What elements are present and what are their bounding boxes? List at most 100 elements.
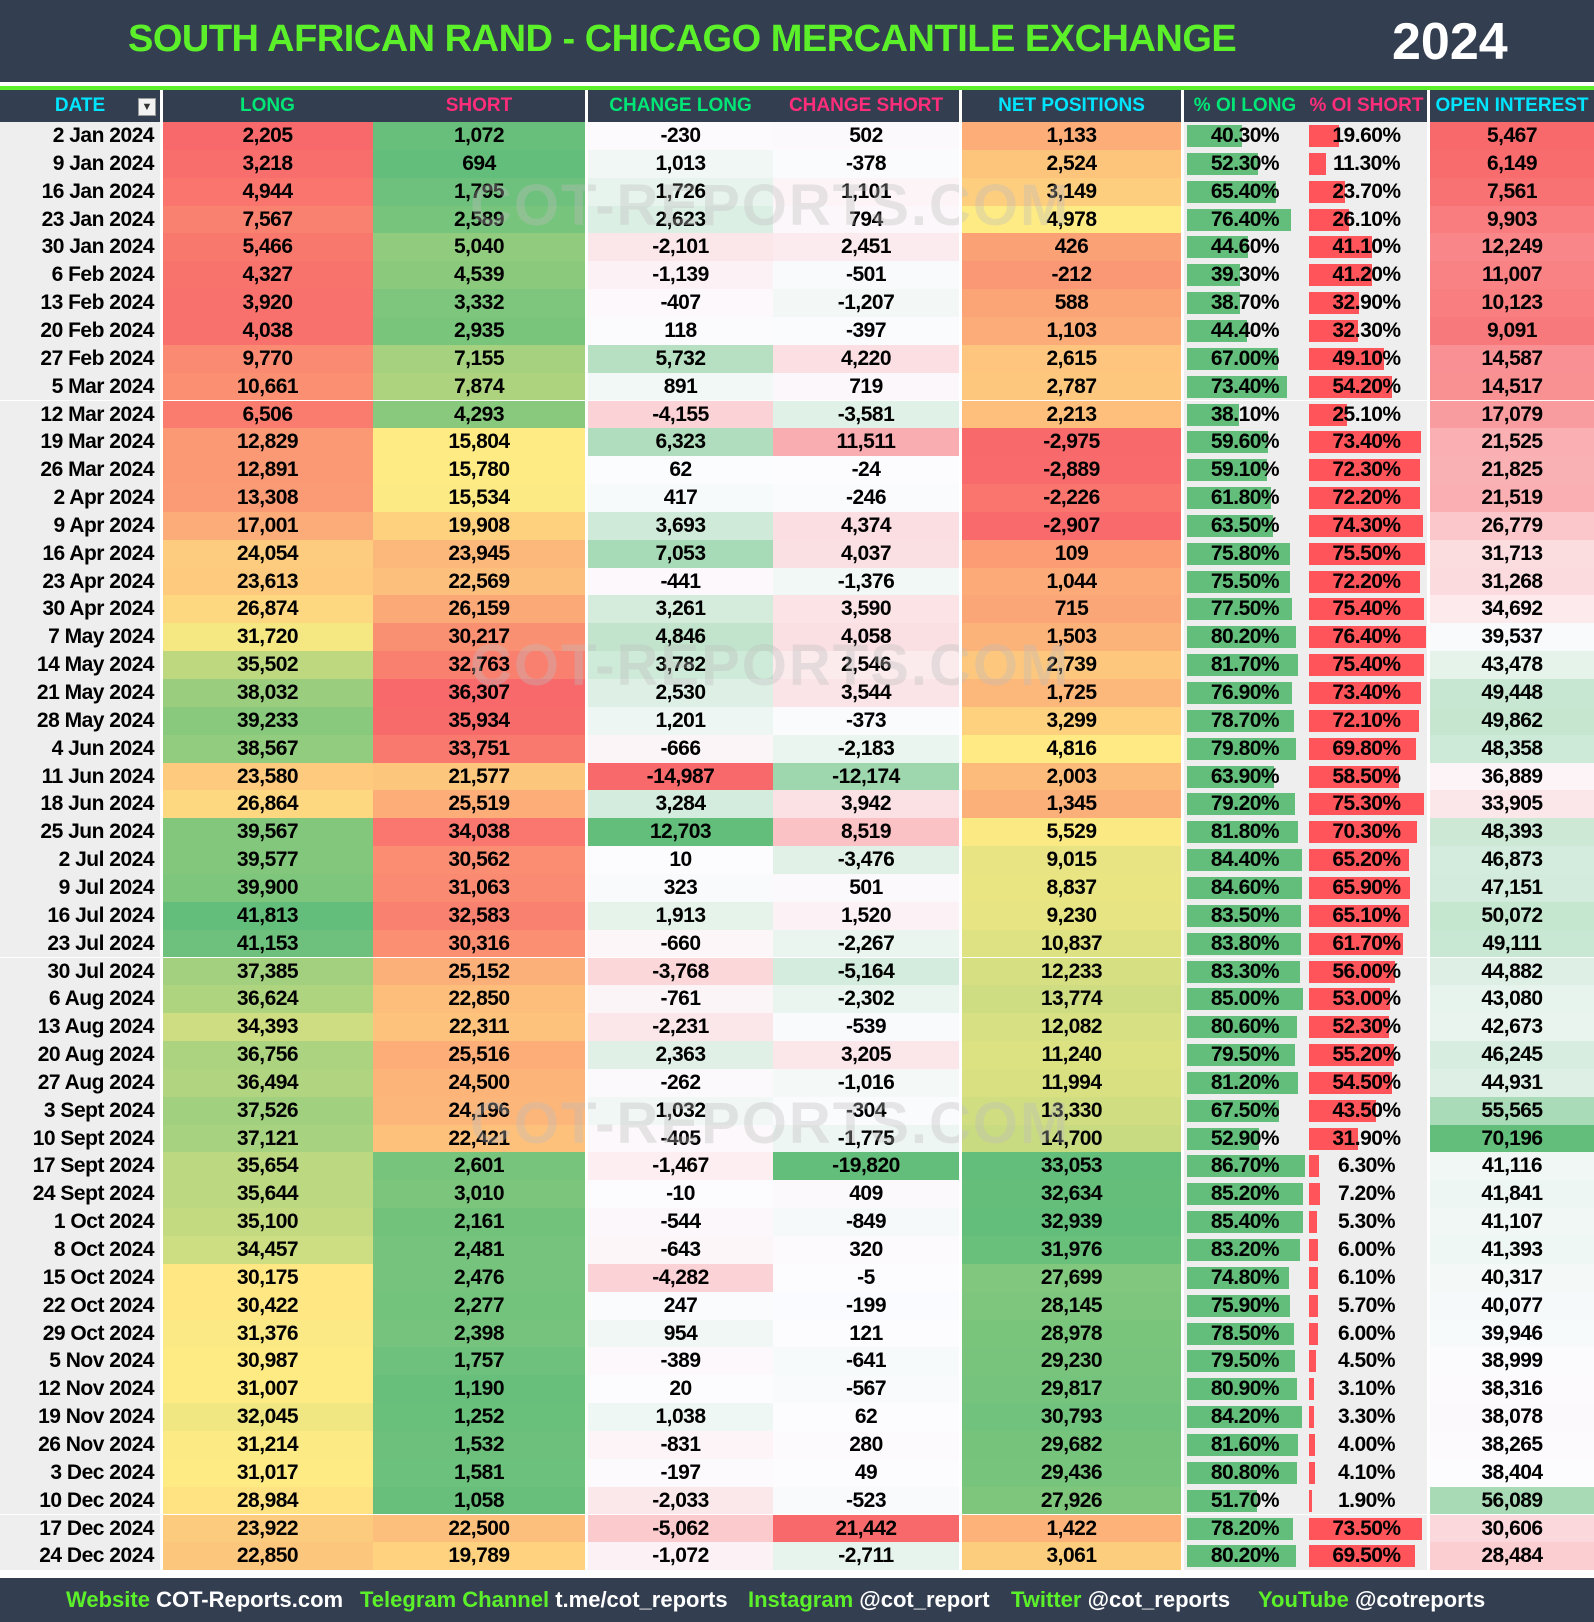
cell-short: 2,161 (373, 1208, 585, 1236)
cell-short: 30,217 (373, 623, 585, 652)
cell-short: 2,589 (373, 205, 585, 234)
cell-pct-oi-long: 86.70% (1184, 1152, 1306, 1181)
cell-open-interest: 39,946 (1430, 1319, 1594, 1348)
column-header-short: SHORT (445, 95, 513, 116)
footer-link-twitter[interactable]: Twitter @cot_reports (1011, 1578, 1230, 1622)
column-header-change-short: CHANGE SHORT (788, 95, 944, 116)
footer-link-value: COT-Reports.com (156, 1587, 344, 1612)
oi-long-data-bar (1187, 1071, 1298, 1094)
cell-change-long: 3,284 (588, 790, 773, 819)
cell-pct-oi-short: 32.90% (1306, 289, 1427, 317)
cell-value: 52.90% (1210, 1126, 1280, 1150)
cell-value: 84.20% (1210, 1405, 1280, 1429)
table-row: 12 Nov 2024 31,007 1,190 20 -567 29,817 80.90%… (0, 1375, 1594, 1404)
cell-pct-oi-short: 70.30% (1306, 818, 1427, 847)
cell-pct-oi-long: 75.90% (1184, 1291, 1306, 1320)
cell-value: 79.50% (1210, 1043, 1280, 1067)
cell-pct-oi-long: 76.40% (1184, 205, 1306, 234)
cell-value: 72.20% (1332, 486, 1401, 510)
cell-pct-oi-long: 77.50% (1184, 595, 1306, 624)
cell-value: 7.20% (1337, 1182, 1396, 1206)
oi-long-data-bar (1187, 514, 1274, 537)
cell-open-interest: 44,931 (1430, 1068, 1594, 1097)
cell-change-long: -1,139 (588, 261, 773, 290)
cell-value: 75.40% (1332, 597, 1401, 621)
cell-date: 14 May 2024 (0, 651, 160, 679)
cell-open-interest: 5,467 (1430, 122, 1594, 150)
cell-date: 30 Jan 2024 (0, 233, 160, 262)
footer-link-value: @cot_reports (1087, 1587, 1231, 1612)
cell-value: 74.30% (1332, 513, 1401, 537)
oi-short-data-bar (1309, 125, 1340, 147)
cell-net-positions: 9,230 (962, 901, 1181, 930)
cell-date: 30 Jul 2024 (0, 957, 160, 986)
cell-long: 38,032 (162, 679, 373, 707)
cell-change-short: -2,183 (773, 734, 959, 763)
cell-pct-oi-long: 61.80% (1184, 484, 1306, 512)
cell-date: 12 Mar 2024 (0, 400, 160, 429)
cell-net-positions: 1,422 (962, 1514, 1181, 1543)
table-row: 14 May 2024 35,502 32,763 3,782 2,546 2,739 81… (0, 651, 1594, 679)
cell-change-short: -19,820 (773, 1152, 959, 1181)
filter-sort-icon[interactable]: ▼ (138, 98, 156, 116)
cell-pct-oi-short: 75.50% (1306, 539, 1427, 568)
oi-short-data-bar (1309, 904, 1409, 927)
cell-long: 30,987 (162, 1347, 373, 1376)
oi-long-data-bar (1187, 1239, 1301, 1261)
table-row: 16 Jul 2024 41,813 32,583 1,913 1,520 9,230 83… (0, 901, 1594, 930)
cell-pct-oi-long: 73.40% (1184, 372, 1306, 401)
cell-pct-oi-short: 26.10% (1306, 205, 1427, 234)
oi-short-data-bar (1309, 1211, 1318, 1234)
oi-long-data-bar (1187, 626, 1297, 649)
cell-change-long: -5,062 (588, 1514, 773, 1543)
cell-open-interest: 38,404 (1430, 1458, 1594, 1487)
cell-pct-oi-short: 73.40% (1306, 679, 1427, 707)
cell-change-long: 417 (588, 484, 773, 512)
cell-pct-oi-short: 75.40% (1306, 651, 1427, 679)
footer-link-telegram-channel[interactable]: Telegram Channel t.me/cot_reports (360, 1578, 728, 1622)
cell-pct-oi-long: 67.50% (1184, 1096, 1306, 1125)
cell-net-positions: -2,975 (962, 428, 1181, 457)
cell-value: 32.30% (1332, 318, 1401, 342)
cell-change-long: 12,703 (588, 818, 773, 847)
cell-open-interest: 41,393 (1430, 1236, 1594, 1264)
footer-link-youtube[interactable]: YouTube @cotreports (1258, 1578, 1485, 1622)
oi-long-data-bar (1187, 1433, 1299, 1456)
oi-long-data-bar (1187, 1099, 1279, 1122)
table-header: DATE LONG SHORT CHANGE LONG CHANGE SHORT NET … (0, 90, 1594, 122)
cell-pct-oi-short: 65.20% (1306, 846, 1427, 874)
cell-date: 26 Nov 2024 (0, 1430, 160, 1459)
cell-pct-oi-long: 85.40% (1184, 1208, 1306, 1236)
cell-pct-oi-long: 83.30% (1184, 957, 1306, 986)
cell-value: 23.70% (1332, 179, 1401, 203)
cell-change-long: 891 (588, 372, 773, 401)
cell-value: 75.30% (1332, 792, 1401, 816)
cell-value: 3.10% (1337, 1377, 1396, 1401)
cell-date: 13 Feb 2024 (0, 289, 160, 317)
cell-date: 12 Nov 2024 (0, 1375, 160, 1404)
cell-pct-oi-long: 63.50% (1184, 511, 1306, 540)
footer-link-instagram[interactable]: Instagram @cot_report (748, 1578, 990, 1622)
cell-value: 54.20% (1332, 374, 1401, 398)
cell-short: 7,874 (373, 372, 585, 401)
cell-date: 18 Jun 2024 (0, 790, 160, 819)
oi-short-data-bar (1309, 988, 1391, 1011)
cell-change-long: -1,072 (588, 1542, 773, 1571)
column-header-date[interactable]: DATE (54, 95, 106, 116)
oi-long-data-bar (1187, 1489, 1258, 1512)
cell-change-short: -2,302 (773, 985, 959, 1014)
cell-change-short: 502 (773, 122, 959, 150)
footer-link-website[interactable]: Website COT-Reports.com (66, 1578, 343, 1622)
oi-short-data-bar (1309, 598, 1425, 621)
oi-long-data-bar (1187, 849, 1302, 872)
cell-change-short: 280 (773, 1430, 959, 1459)
oi-short-data-bar (1309, 542, 1425, 565)
cell-pct-oi-long: 81.80% (1184, 818, 1306, 847)
cell-value: 59.10% (1210, 458, 1280, 482)
cell-pct-oi-long: 65.40% (1184, 177, 1306, 206)
cell-change-short: 2,546 (773, 651, 959, 679)
cell-value: 6.10% (1337, 1265, 1396, 1289)
cell-value: 61.80% (1210, 486, 1280, 510)
cell-date: 22 Oct 2024 (0, 1291, 160, 1320)
cell-change-short: -1,207 (773, 289, 959, 317)
